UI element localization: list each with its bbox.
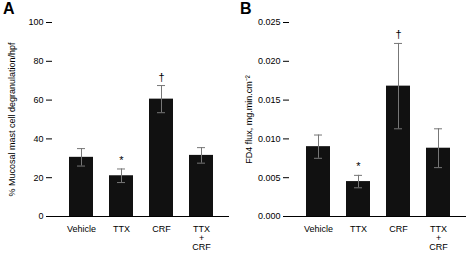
svg-text:Vehicle: Vehicle [304,224,333,234]
svg-text:TTX: TTX [113,224,130,234]
svg-text:0.025: 0.025 [258,17,281,27]
svg-text:*: * [356,160,361,172]
svg-text:20: 20 [33,173,43,183]
svg-text:†: † [158,71,164,83]
svg-text:FD4 flux, mg.min.cm⁻²: FD4 flux, mg.min.cm⁻² [244,75,254,164]
svg-text:0.010: 0.010 [258,134,281,144]
svg-text:Vehicle: Vehicle [67,224,96,234]
svg-text:0: 0 [38,211,43,221]
html-text:A: A [3,0,15,17]
html-text:B: B [240,0,252,17]
svg-text:0.000: 0.000 [258,211,281,221]
svg-text:*: * [119,154,124,166]
svg-text:†: † [395,28,401,40]
svg-text:TTX+CRF: TTX+CRF [192,224,211,252]
svg-text:0.015: 0.015 [258,95,281,105]
svg-text:% Mucosal mast cell degranulat: % Mucosal mast cell degranulation/hpf [7,42,17,197]
svg-text:0.020: 0.020 [258,56,281,66]
svg-text:40: 40 [33,134,43,144]
svg-text:TTX: TTX [350,224,367,234]
svg-text:100: 100 [28,17,43,27]
svg-text:0.005: 0.005 [258,173,281,183]
svg-text:60: 60 [33,95,43,105]
svg-text:CRF: CRF [152,224,171,234]
svg-text:TTX+CRF: TTX+CRF [429,224,448,252]
svg-text:80: 80 [33,56,43,66]
svg-text:CRF: CRF [389,224,408,234]
